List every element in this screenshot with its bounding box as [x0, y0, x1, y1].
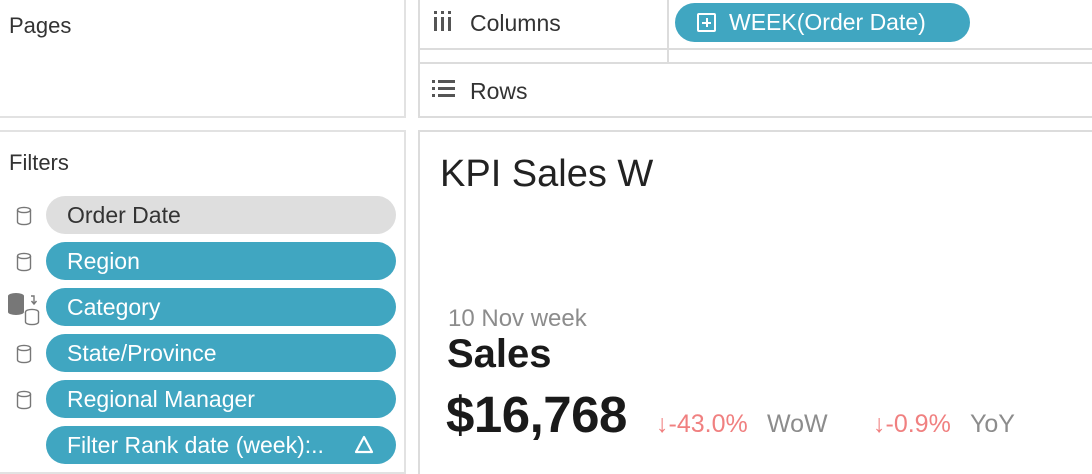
- wow-change: ↓-43.0%: [656, 410, 748, 439]
- filter-pill-region[interactable]: Region: [46, 242, 396, 280]
- filter-category[interactable]: Category: [0, 288, 400, 328]
- linked-database-icon: [8, 293, 40, 326]
- yoy-change: ↓-0.9%: [873, 410, 951, 439]
- kpi-value: $16,768: [446, 386, 627, 443]
- week-order-date-label: WEEK(Order Date): [729, 9, 926, 35]
- filter-pill-state-province[interactable]: State/Province: [46, 334, 396, 372]
- wow-label: WoW: [767, 410, 828, 438]
- filter-rank-date-week[interactable]: Filter Rank date (week):..: [0, 426, 400, 466]
- filter-label: Order Date: [67, 202, 181, 228]
- rows-label: Rows: [470, 78, 528, 104]
- measure-name: Sales: [447, 332, 552, 376]
- columns-icon: [434, 11, 451, 31]
- filter-regional-manager[interactable]: Regional Manager: [0, 380, 400, 420]
- view-title: KPI Sales W: [440, 153, 654, 195]
- filter-pill-rank-date-week[interactable]: Filter Rank date (week):..: [46, 426, 396, 464]
- filter-state-province[interactable]: State/Province: [0, 334, 400, 374]
- columns-label: Columns: [470, 10, 561, 36]
- filter-region[interactable]: Region: [0, 242, 400, 282]
- database-icon: [16, 344, 32, 364]
- database-icon: [16, 206, 32, 226]
- filters-shelf[interactable]: Filters Order Date Region Category: [0, 130, 406, 474]
- pages-shelf[interactable]: Pages: [0, 0, 406, 118]
- filter-pill-order-date[interactable]: Order Date: [46, 196, 396, 234]
- filter-label: State/Province: [67, 340, 217, 366]
- filter-order-date[interactable]: Order Date: [0, 196, 400, 236]
- delta-icon: [354, 435, 374, 454]
- week-order-date-pill[interactable]: WEEK(Order Date): [675, 3, 970, 42]
- yoy-label: YoY: [970, 410, 1015, 438]
- filter-pill-regional-manager[interactable]: Regional Manager: [46, 380, 396, 418]
- filter-pill-category[interactable]: Category: [46, 288, 396, 326]
- filter-label: Regional Manager: [67, 386, 255, 412]
- down-arrow-icon: ↓: [873, 410, 886, 438]
- yoy-value: -0.9%: [885, 410, 951, 438]
- rows-shelf[interactable]: [420, 64, 1092, 116]
- filter-label: Filter Rank date (week):..: [67, 432, 324, 458]
- filter-label: Category: [67, 294, 161, 320]
- wow-value: -43.0%: [668, 410, 748, 438]
- week-label: 10 Nov week: [448, 305, 587, 332]
- pages-title: Pages: [9, 13, 72, 38]
- filter-label: Region: [67, 248, 140, 274]
- expand-plus-icon[interactable]: [697, 13, 716, 32]
- database-icon: [16, 390, 32, 410]
- filters-title: Filters: [9, 150, 69, 175]
- database-icon: [16, 252, 32, 272]
- down-arrow-icon: ↓: [656, 410, 669, 438]
- rows-icon: [432, 80, 455, 97]
